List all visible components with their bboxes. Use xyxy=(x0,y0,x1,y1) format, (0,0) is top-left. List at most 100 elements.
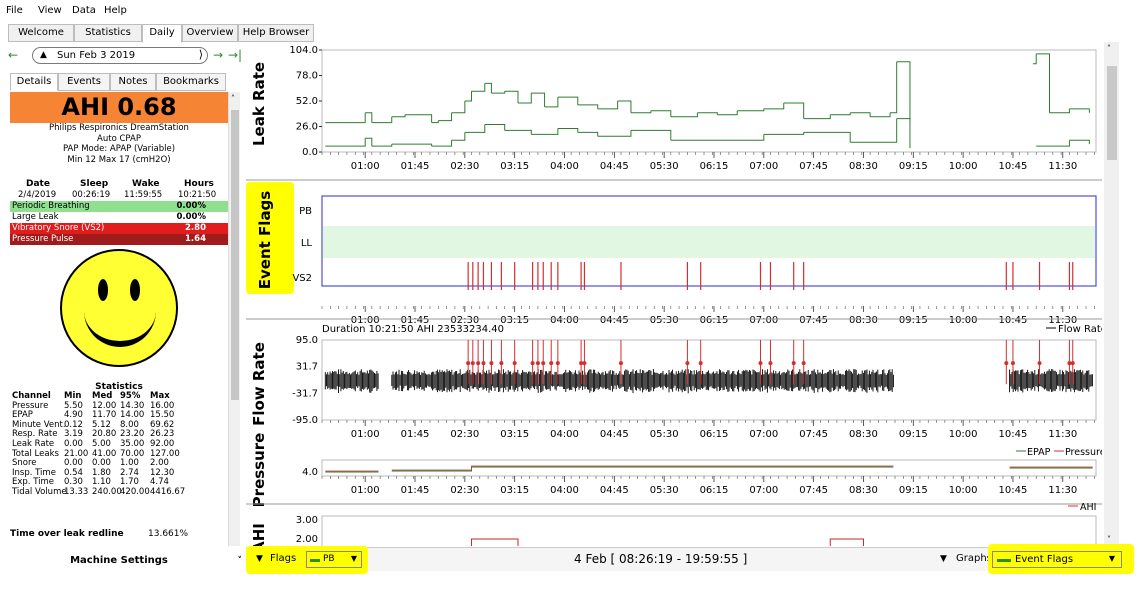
flow-rate-y-tick-label: -95.0 xyxy=(292,415,318,426)
ahi-axis-title: AHI xyxy=(250,523,268,546)
menu-file[interactable]: File xyxy=(6,5,23,16)
stats-cell: 0.00 xyxy=(64,458,83,469)
flow-rate-event-dot xyxy=(1010,361,1015,366)
smiley-face-icon xyxy=(60,249,178,367)
scroll-up-icon[interactable]: ˄ xyxy=(1107,44,1111,53)
event-flags-title-highlight xyxy=(246,182,294,294)
stats-cell: 21.00 xyxy=(64,448,89,459)
menu-view[interactable]: View xyxy=(38,5,62,16)
flow-rate-event-dot xyxy=(685,361,690,366)
leak-rate-y-tick-label: 78.0 xyxy=(296,71,318,82)
tab-statistics[interactable]: Statistics xyxy=(74,24,142,42)
stats-cell: 12.00 xyxy=(92,400,117,411)
pb-swatch xyxy=(310,559,320,562)
leak-redline-value: 13.661% xyxy=(148,529,189,539)
event-name: Pressure Pulse xyxy=(12,234,74,244)
stats-cell: 1.10 xyxy=(92,477,111,488)
tab-details[interactable]: Details xyxy=(10,73,58,91)
chevron-down-icon[interactable]: ˅ xyxy=(237,556,243,566)
leak-rate-x-tick-label: 06:15 xyxy=(700,161,729,172)
flags-select[interactable]: PB ▼ xyxy=(306,551,362,568)
menu-data[interactable]: Data xyxy=(72,5,96,16)
tab-events[interactable]: Events xyxy=(58,73,110,91)
scroll-up-icon[interactable]: ˄ xyxy=(231,94,235,103)
charts-scrollbar[interactable]: ˄ ˅ xyxy=(1104,42,1119,546)
event-summary-row[interactable]: Vibratory Snore (VS2) 2.80 xyxy=(10,223,228,234)
pressure-axis-title: Pressure xyxy=(250,433,268,508)
event-value: 2.80 xyxy=(185,223,206,233)
leak-rate-x-tick-label: 03:15 xyxy=(500,161,529,172)
tab-notes[interactable]: Notes xyxy=(110,73,156,91)
leak-rate-series-1 xyxy=(325,118,1090,149)
prev-day-arrow-icon[interactable]: ← xyxy=(8,48,19,62)
details-scroll-thumb[interactable] xyxy=(231,110,239,400)
tab-daily[interactable]: Daily xyxy=(142,24,182,43)
stats-cell: 4.90 xyxy=(64,410,83,421)
flow-rate-event-dot xyxy=(470,361,475,366)
pressure-x-tick-label: 04:00 xyxy=(550,485,579,496)
flags-label[interactable]: Flags xyxy=(270,553,297,564)
machine-model: Philips Respironics DreamStation xyxy=(49,123,189,133)
chevron-right-icon: ⟩ xyxy=(198,48,203,61)
tab-bookmarks[interactable]: Bookmarks xyxy=(156,73,226,91)
leak-rate-y-tick-label: 104.0 xyxy=(289,45,318,56)
event-summary-row[interactable]: Periodic Breathing 0.00% xyxy=(10,201,228,212)
stats-row: Insp. Time 0.54 1.80 2.74 12.30 xyxy=(12,467,228,479)
flags-select-value: PB xyxy=(323,554,335,564)
stats-cell: 11.70 xyxy=(92,410,117,421)
stats-cell: 8.00 xyxy=(120,419,139,430)
graphs-label[interactable]: Graphs xyxy=(956,553,992,564)
stats-cell: 0.30 xyxy=(64,477,83,488)
smiley-left-eye xyxy=(98,279,108,301)
stats-cell: 1.80 xyxy=(92,467,111,478)
flow-rate-event-dot xyxy=(499,361,504,366)
event-summary-row[interactable]: Pressure Pulse 1.64 xyxy=(10,234,228,245)
ahi-block xyxy=(829,538,864,546)
date-range-label: 4 Feb [ 08:26:19 - 19:59:55 ] xyxy=(574,552,748,566)
pressure-frame xyxy=(321,459,1097,477)
stats-cell: Total Leaks xyxy=(12,448,59,459)
flow-rate-frame xyxy=(321,339,1097,421)
flow-rate-event-dot xyxy=(1070,361,1075,366)
flow-rate-y-tick-label: -31.7 xyxy=(292,388,318,399)
event-flags-row-label: LL xyxy=(301,238,313,249)
ahi-banner: AHI 0.68 xyxy=(10,92,228,123)
stats-row: Resp. Rate 3.19 20.80 23.20 26.23 xyxy=(12,430,228,440)
ahi-y-tick-label: 3.00 xyxy=(296,515,318,526)
scroll-down-icon[interactable]: ˅ xyxy=(1107,535,1111,544)
flow-rate-event-dot xyxy=(1004,361,1009,366)
last-day-arrow-icon[interactable]: →| xyxy=(228,48,243,62)
stats-cell: 15.50 xyxy=(150,410,175,421)
event-flags-x-tick-label: 05:30 xyxy=(650,315,679,326)
charts-scroll-thumb[interactable] xyxy=(1107,66,1117,160)
dropdown-arrow-icon[interactable]: ▼ xyxy=(350,554,357,563)
flow-rate-waveform-2 xyxy=(1009,369,1093,393)
leak-rate-series-0 xyxy=(325,53,1090,124)
flow-rate-x-tick-label: 07:00 xyxy=(749,429,778,440)
machine-info: Philips Respironics DreamStation Auto CP… xyxy=(10,123,228,165)
stats-cell: 0.00 xyxy=(92,458,111,469)
flow-rate-axis-title: Flow Rate xyxy=(250,342,268,426)
pressure-x-tick-label: 10:00 xyxy=(949,485,978,496)
graphs-select[interactable]: Event Flags ▼ xyxy=(992,551,1122,568)
calendar-dropdown-icon[interactable]: ▲ xyxy=(40,50,47,60)
stats-cell: 2.74 xyxy=(120,467,139,478)
graphs-expand-icon[interactable]: ▼ xyxy=(940,554,947,564)
col-wake: Wake xyxy=(132,179,160,189)
tab-help-browser[interactable]: Help Browser xyxy=(238,24,314,42)
tab-welcome[interactable]: Welcome xyxy=(8,24,74,42)
next-day-arrow-icon[interactable]: → xyxy=(213,48,224,62)
date-picker[interactable]: ▲ Sun Feb 3 2019 ⟩ xyxy=(32,47,208,64)
flags-expand-icon[interactable]: ▼ xyxy=(256,554,263,564)
leak-redline-label: Time over leak redline xyxy=(10,529,124,539)
pap-mode: PAP Mode: APAP (Variable) xyxy=(62,144,176,154)
bottom-toolbar: ▼ Flags PB ▼ 4 Feb [ 08:26:19 - 19:59:55… xyxy=(246,544,1134,574)
tab-overview[interactable]: Overview xyxy=(182,24,238,42)
stats-cell: 2.00 xyxy=(150,458,169,469)
menu-help[interactable]: Help xyxy=(104,5,127,16)
pressure-x-tick-label: 01:45 xyxy=(401,485,430,496)
details-scrollbar[interactable]: ˄ xyxy=(228,92,240,546)
machine-settings-header[interactable]: Machine Settings ˅ xyxy=(10,552,242,570)
event-summary-row[interactable]: Large Leak 0.00% xyxy=(10,212,228,223)
dropdown-arrow-icon[interactable]: ▼ xyxy=(1108,554,1115,563)
